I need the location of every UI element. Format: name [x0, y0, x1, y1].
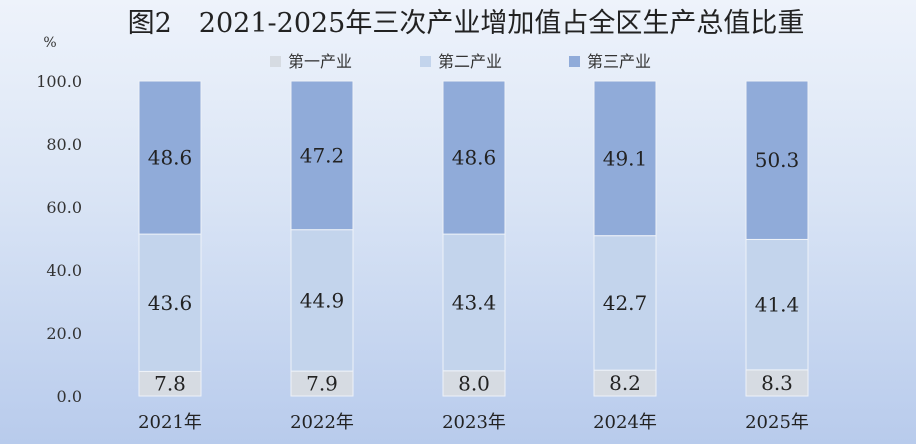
- bar-segment: [442, 233, 506, 372]
- data-label: 7.9: [306, 372, 338, 396]
- y-tick-label: 20.0: [46, 324, 82, 343]
- legend-label-3: 第三产业: [587, 52, 651, 71]
- bar-segment: [138, 80, 202, 235]
- bar-segment: [442, 370, 506, 397]
- data-label: 43.6: [148, 291, 193, 315]
- y-tick-label: 60.0: [46, 198, 82, 217]
- data-label: 50.3: [755, 148, 800, 172]
- data-label: 44.9: [300, 288, 345, 312]
- x-category-label: 2025年: [745, 412, 809, 433]
- data-label: 48.6: [148, 146, 193, 170]
- bar-segment: [138, 233, 202, 372]
- y-tick-label: 0.0: [57, 387, 82, 406]
- data-label: 47.2: [300, 143, 345, 167]
- bar-segment: [138, 370, 202, 397]
- bar-segment: [593, 369, 657, 397]
- x-category-label: 2021年: [138, 412, 202, 433]
- y-axis: 0.0 20.0 40.0 60.0 80.0 100.0: [36, 72, 82, 406]
- bar-segment: [290, 370, 354, 397]
- bar-segment: [593, 80, 657, 237]
- data-label: 41.4: [755, 293, 800, 317]
- x-axis: 2021年 2022年 2023年 2024年 2025年: [138, 412, 809, 433]
- legend-swatch-1: [270, 56, 281, 67]
- bar-segment: [290, 229, 354, 372]
- data-label: 49.1: [603, 146, 648, 170]
- x-category-label: 2023年: [442, 412, 506, 433]
- legend-label-2: 第二产业: [438, 52, 502, 71]
- y-tick-label: 80.0: [46, 135, 82, 154]
- data-label: 48.6: [452, 146, 497, 170]
- bar-segment: [442, 80, 506, 235]
- chart-title: 图2 2021-2025年三次产业增加值占全区生产总值比重: [128, 8, 805, 39]
- data-label: 8.0: [458, 371, 490, 395]
- legend-swatch-2: [420, 56, 431, 67]
- legend: 第一产业 第二产业 第三产业: [270, 52, 651, 71]
- x-category-label: 2024年: [593, 412, 657, 433]
- bar-segment: [745, 369, 809, 397]
- y-tick-label: 40.0: [46, 261, 82, 280]
- y-axis-unit: %: [43, 35, 56, 51]
- x-category-label: 2022年: [290, 412, 354, 433]
- bar-segment: [593, 235, 657, 371]
- data-label: 8.2: [609, 371, 641, 395]
- legend-label-1: 第一产业: [288, 52, 352, 71]
- data-label: 7.8: [154, 372, 186, 396]
- legend-swatch-3: [569, 56, 580, 67]
- y-tick-label: 100.0: [36, 72, 82, 91]
- bars: [138, 80, 809, 397]
- bar-segment: [290, 80, 354, 231]
- bar-segment: [745, 80, 809, 240]
- data-label: 42.7: [603, 291, 648, 315]
- data-labels: 7.8 43.6 48.6 7.9 44.9 47.2 8.0 43.4 48.6 8.2 42.7…: [148, 143, 800, 395]
- data-label: 43.4: [452, 290, 497, 314]
- data-label: 8.3: [761, 371, 793, 395]
